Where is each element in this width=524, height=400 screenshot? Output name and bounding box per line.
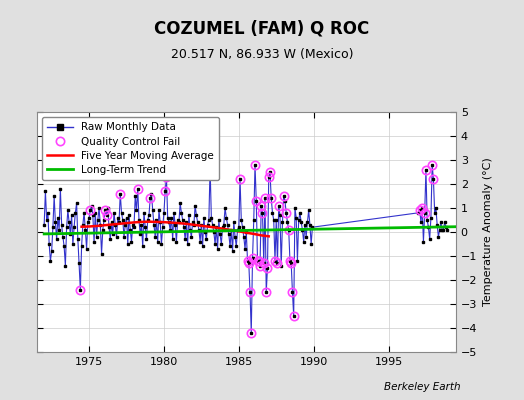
Text: 20.517 N, 86.933 W (Mexico): 20.517 N, 86.933 W (Mexico) <box>171 48 353 61</box>
Text: Berkeley Earth: Berkeley Earth <box>385 382 461 392</box>
Legend: Raw Monthly Data, Quality Control Fail, Five Year Moving Average, Long-Term Tren: Raw Monthly Data, Quality Control Fail, … <box>42 117 220 180</box>
Text: COZUMEL (FAM) Q ROC: COZUMEL (FAM) Q ROC <box>155 20 369 38</box>
Y-axis label: Temperature Anomaly (°C): Temperature Anomaly (°C) <box>483 158 493 306</box>
